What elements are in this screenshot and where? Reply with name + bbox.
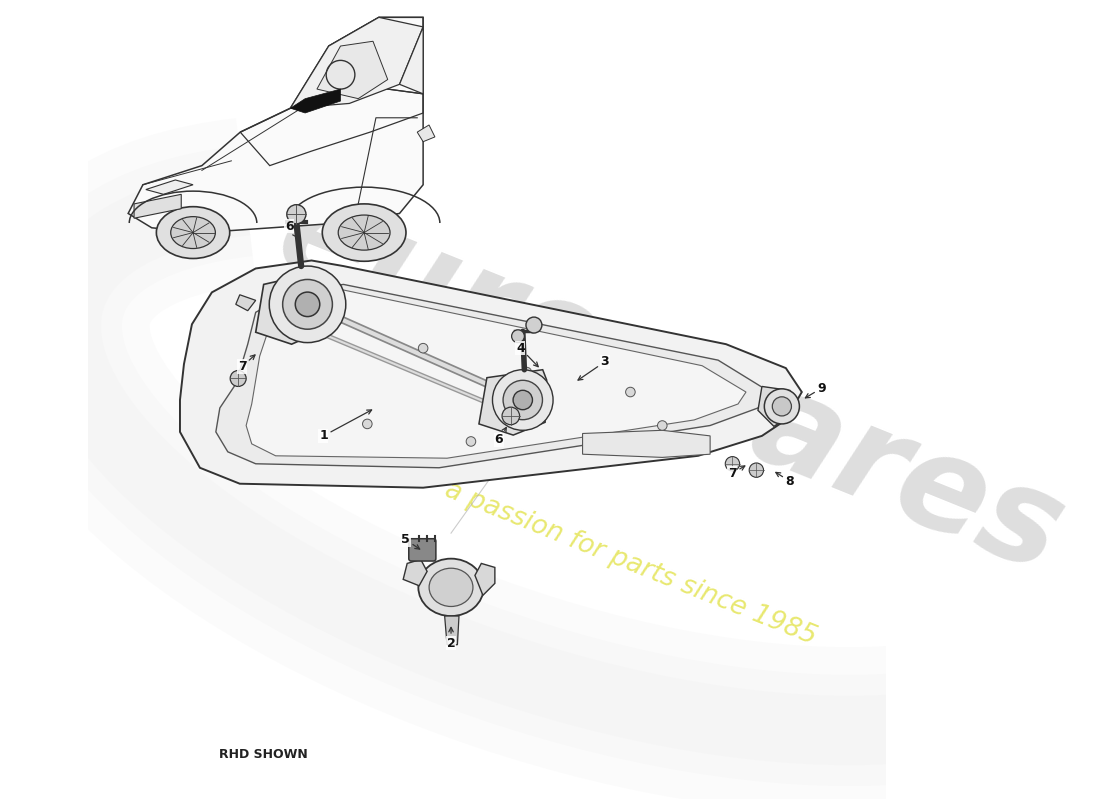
Circle shape bbox=[522, 367, 531, 377]
Text: 2: 2 bbox=[447, 627, 455, 650]
Circle shape bbox=[493, 370, 553, 430]
Polygon shape bbox=[478, 370, 547, 435]
Text: RHD SHOWN: RHD SHOWN bbox=[219, 748, 308, 762]
Polygon shape bbox=[290, 18, 424, 108]
Polygon shape bbox=[235, 294, 255, 310]
Circle shape bbox=[725, 457, 739, 471]
FancyBboxPatch shape bbox=[409, 538, 436, 561]
Text: 7: 7 bbox=[728, 466, 745, 480]
Polygon shape bbox=[404, 559, 427, 586]
Polygon shape bbox=[134, 194, 182, 218]
Polygon shape bbox=[444, 616, 459, 645]
Circle shape bbox=[764, 389, 800, 424]
Circle shape bbox=[513, 390, 532, 410]
Polygon shape bbox=[255, 271, 336, 344]
Circle shape bbox=[658, 421, 667, 430]
Text: 1: 1 bbox=[319, 410, 372, 442]
Ellipse shape bbox=[156, 206, 230, 258]
Text: 3: 3 bbox=[578, 355, 609, 380]
Circle shape bbox=[502, 407, 519, 425]
Polygon shape bbox=[246, 290, 746, 458]
Circle shape bbox=[230, 370, 246, 386]
Circle shape bbox=[295, 292, 320, 317]
Ellipse shape bbox=[322, 204, 406, 262]
Polygon shape bbox=[475, 563, 495, 595]
Ellipse shape bbox=[429, 568, 473, 606]
Circle shape bbox=[363, 419, 372, 429]
Circle shape bbox=[418, 343, 428, 353]
Polygon shape bbox=[180, 261, 802, 488]
Polygon shape bbox=[399, 27, 424, 94]
Ellipse shape bbox=[338, 215, 390, 250]
Polygon shape bbox=[146, 180, 192, 194]
Text: 9: 9 bbox=[805, 382, 826, 398]
Text: eurospares: eurospares bbox=[260, 169, 1081, 599]
Polygon shape bbox=[290, 89, 341, 113]
Polygon shape bbox=[417, 125, 434, 142]
Polygon shape bbox=[583, 430, 711, 458]
Circle shape bbox=[626, 387, 635, 397]
Ellipse shape bbox=[418, 558, 484, 616]
Polygon shape bbox=[128, 18, 424, 233]
Circle shape bbox=[466, 437, 475, 446]
Circle shape bbox=[772, 397, 791, 416]
Circle shape bbox=[526, 317, 542, 333]
Polygon shape bbox=[216, 285, 770, 468]
Text: 6: 6 bbox=[495, 427, 506, 446]
Polygon shape bbox=[317, 42, 387, 98]
Circle shape bbox=[512, 330, 525, 342]
Ellipse shape bbox=[170, 217, 216, 249]
Text: 7: 7 bbox=[238, 355, 255, 373]
Text: 6: 6 bbox=[285, 220, 297, 237]
Circle shape bbox=[283, 279, 332, 330]
Circle shape bbox=[270, 266, 345, 342]
Text: 8: 8 bbox=[776, 472, 794, 488]
Circle shape bbox=[287, 205, 306, 224]
Text: 4: 4 bbox=[516, 342, 538, 366]
Polygon shape bbox=[758, 386, 794, 426]
Text: a passion for parts since 1985: a passion for parts since 1985 bbox=[441, 477, 820, 650]
Circle shape bbox=[749, 463, 763, 478]
Circle shape bbox=[503, 380, 542, 420]
Text: 5: 5 bbox=[402, 533, 420, 549]
